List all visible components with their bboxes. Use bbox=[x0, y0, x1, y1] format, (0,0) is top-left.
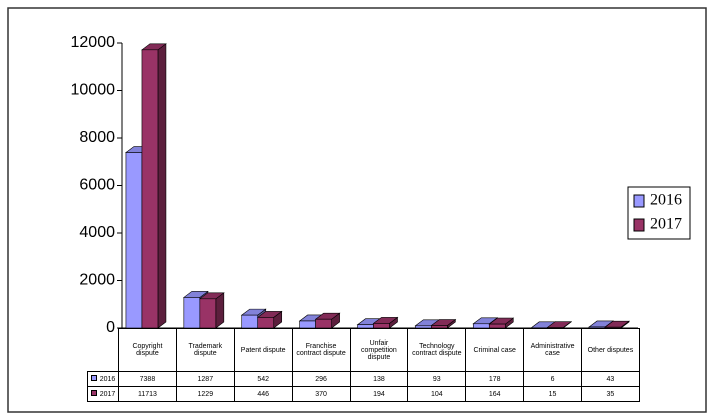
legend-swatch bbox=[633, 194, 645, 208]
bar bbox=[430, 318, 457, 329]
category-cell: Criminal case bbox=[465, 328, 525, 372]
y-tick-label: 12000 bbox=[71, 34, 116, 51]
value-cell: 104 bbox=[407, 386, 467, 402]
category-cell: Administrative case bbox=[523, 328, 582, 372]
y-tick-label: 4000 bbox=[79, 224, 115, 241]
table-row: Copyright dispute Trademark dispute Patent… bbox=[88, 328, 640, 372]
value-cell: 178 bbox=[465, 371, 525, 387]
value-cell: 15 bbox=[523, 386, 582, 402]
y-tick-label: 0 bbox=[106, 319, 115, 336]
value-cell: 11713 bbox=[118, 386, 177, 402]
series-name: 2016 bbox=[99, 376, 116, 383]
category-cell: Franchise contract dispute bbox=[291, 328, 351, 372]
series-cell: 2016 bbox=[87, 371, 119, 387]
bar-front bbox=[125, 152, 143, 329]
value-cell: 138 bbox=[349, 371, 409, 387]
value-cell: 43 bbox=[581, 371, 640, 387]
y-tick-label: 2000 bbox=[79, 272, 115, 289]
bar-front bbox=[241, 314, 259, 329]
series-marker bbox=[90, 390, 97, 396]
bar bbox=[546, 321, 573, 329]
bar-front bbox=[257, 317, 275, 329]
category-cell: Copyright dispute bbox=[118, 328, 177, 372]
bar-front bbox=[373, 323, 390, 329]
bar-front bbox=[199, 298, 217, 329]
legend-label: 2017 bbox=[650, 216, 682, 233]
bar-front bbox=[315, 318, 332, 329]
category-cell: Unfair competition dispute bbox=[349, 328, 409, 372]
value-cell: 542 bbox=[233, 371, 293, 387]
y-tick-label: 6000 bbox=[79, 177, 115, 194]
table-row: 2016 7388 1287 542 296 138 93 178 6 43 bbox=[87, 371, 640, 387]
y-tick-label: 10000 bbox=[71, 82, 116, 99]
table-row: 2017 11713 1229 446 370 194 104 164 15 35 bbox=[87, 386, 640, 402]
value-cell: 1287 bbox=[175, 371, 235, 387]
value-cell: 93 bbox=[407, 371, 467, 387]
bar bbox=[488, 317, 515, 329]
bar bbox=[198, 292, 225, 329]
bar-side bbox=[157, 43, 167, 329]
bar bbox=[314, 312, 341, 329]
value-cell: 7388 bbox=[118, 371, 177, 387]
bar bbox=[141, 43, 167, 329]
frame bbox=[7, 7, 707, 413]
legend-swatch bbox=[633, 218, 645, 232]
bar bbox=[604, 320, 630, 329]
bar-front bbox=[141, 49, 159, 329]
y-tick-label: 8000 bbox=[79, 129, 115, 146]
value-cell: 446 bbox=[233, 386, 293, 402]
bar-front bbox=[299, 320, 316, 329]
category-cell: Patent dispute bbox=[233, 328, 293, 372]
legend-label: 2016 bbox=[650, 192, 682, 209]
value-cell: 194 bbox=[349, 386, 409, 402]
series-name: 2017 bbox=[99, 391, 116, 398]
bar-front bbox=[431, 325, 448, 329]
value-cell: 296 bbox=[291, 371, 351, 387]
series-marker bbox=[90, 375, 97, 381]
value-cell: 35 bbox=[581, 386, 640, 402]
value-cell: 1229 bbox=[175, 386, 235, 402]
value-cell: 164 bbox=[465, 386, 525, 402]
category-cell: Technology contract dispute bbox=[407, 328, 467, 372]
corner-cell bbox=[88, 329, 119, 372]
category-cell: Other disputes bbox=[581, 328, 640, 372]
bar-front bbox=[183, 297, 201, 329]
value-cell: 370 bbox=[291, 386, 351, 402]
value-cell: 6 bbox=[523, 371, 582, 387]
series-cell: 2017 bbox=[87, 386, 119, 402]
bar bbox=[256, 310, 283, 329]
bar bbox=[372, 316, 399, 329]
category-cell: Trademark dispute bbox=[175, 328, 235, 372]
data-table: Copyright dispute Trademark dispute Patent… bbox=[87, 328, 640, 402]
